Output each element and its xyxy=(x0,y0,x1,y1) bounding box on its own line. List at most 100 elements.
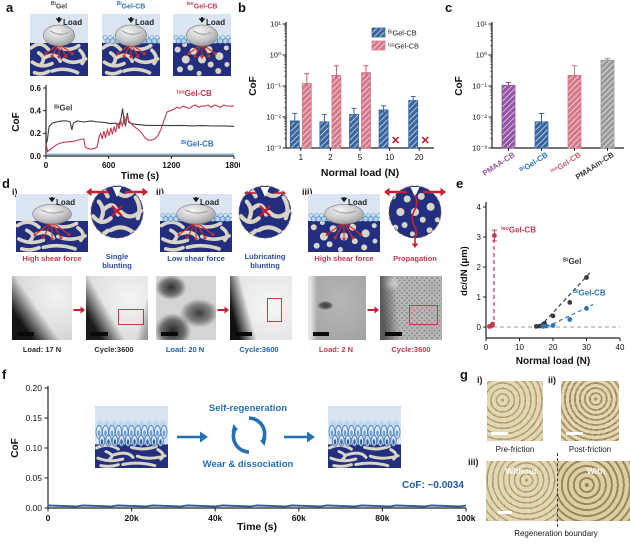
sub-i-shear-label: High shear force xyxy=(22,254,82,263)
sub-i-micrograph-initial xyxy=(12,276,72,340)
sub-iii-load-caption: Load: 2 N xyxy=(318,345,354,354)
material-bar xyxy=(501,84,516,149)
sub-i-cycle-caption: Cycle:3600 xyxy=(94,345,134,354)
svg-text:0: 0 xyxy=(46,513,51,523)
svg-text:10⁻²: 10⁻² xyxy=(472,113,487,122)
svg-text:Load: Load xyxy=(56,198,75,207)
svg-text:0.6: 0.6 xyxy=(30,84,42,93)
svg-text:BiGel-CB: BiGel-CB xyxy=(573,289,606,298)
svg-text:10⁰: 10⁰ xyxy=(270,51,281,60)
svg-text:Normal load (N): Normal load (N) xyxy=(516,356,590,367)
svg-text:0.10: 0.10 xyxy=(25,443,42,453)
g-without-label: Without xyxy=(505,466,537,476)
scale-bar xyxy=(160,331,178,336)
mech-line1: Propagation xyxy=(393,254,437,263)
cof-time-plot: 0.0 0.2 0.4 0.6 0 600 1200 1800 CoF Time (s) BiGel… xyxy=(11,84,243,182)
panel-f-longevity-chart: 0.00 0.05 0.10 0.15 0.20 0 20k 40k 60k 80k 100k CoF… xyxy=(8,376,476,537)
sub-iii-shear-label: High shear force xyxy=(314,254,374,263)
legend-swatch xyxy=(371,40,386,51)
svg-text:0.4: 0.4 xyxy=(30,106,42,115)
g-post-friction-caption: Post-friction xyxy=(568,445,612,454)
material-bar xyxy=(534,121,549,149)
g-regeneration-micrograph xyxy=(486,461,630,521)
svg-text:BiGel-CB: BiGel-CB xyxy=(388,29,417,38)
sub-i-schematic: Load xyxy=(15,194,88,252)
sub-ii-micrograph-initial xyxy=(156,276,216,340)
svg-text:20k: 20k xyxy=(125,513,139,523)
title-main: Gel-CB xyxy=(193,3,218,11)
data-point xyxy=(584,275,589,280)
svg-text:0: 0 xyxy=(44,161,49,170)
panel-d-sub-ii: ii) Load Low shear force Lubricating blun… xyxy=(152,184,300,356)
bar-bigel-cb xyxy=(349,114,359,149)
scale-bar xyxy=(234,331,253,336)
svg-text:Load: Load xyxy=(348,198,367,207)
highlight-rect xyxy=(408,305,439,325)
self-regeneration-label: Self-regeneration xyxy=(208,403,288,414)
svg-text:0.15: 0.15 xyxy=(25,413,42,423)
bar-bigel-cb xyxy=(319,121,330,149)
sup-prefix: Bi xyxy=(50,1,56,7)
data-point xyxy=(550,323,556,328)
schematic-isogel-cb: Load xyxy=(173,14,234,76)
panel-c-label: c xyxy=(445,0,453,15)
material-bar xyxy=(567,75,582,149)
panel-e-wear-rate-chart: 0 1 2 3 4 0 10 20 30 40 IsoGel-CB BiGel BiGel-CB dc/d… xyxy=(458,190,630,373)
svg-text:10¹: 10¹ xyxy=(270,20,281,29)
svg-text:0: 0 xyxy=(477,323,482,332)
svg-text:1800: 1800 xyxy=(225,161,240,170)
schematic-title-bigel: BiGel xyxy=(19,1,99,11)
regeneration-boundary-line xyxy=(557,453,558,527)
svg-text:1200: 1200 xyxy=(162,161,180,170)
gel-schematic: Load xyxy=(173,14,234,76)
svg-text:10⁻¹: 10⁻¹ xyxy=(266,82,281,91)
g-with-label: With xyxy=(586,466,606,476)
flow-arrow-left xyxy=(176,430,210,449)
svg-text:0.00: 0.00 xyxy=(25,503,42,513)
svg-text:10: 10 xyxy=(385,153,394,162)
svg-text:100k: 100k xyxy=(457,513,476,523)
gel-schematic: Load xyxy=(159,194,233,252)
g-boundary-caption: Regeneration boundary xyxy=(514,529,598,538)
sub-iii-schematic: Load xyxy=(308,194,381,253)
mech-line1: Single xyxy=(105,252,129,261)
bar-bigel-cb xyxy=(378,109,389,149)
legend-swatch xyxy=(371,27,386,38)
schematic-title-isogel-cb: IsoGel-CB xyxy=(162,2,242,11)
progress-arrow xyxy=(73,306,85,314)
g-pre-friction-caption: Pre-friction xyxy=(495,445,535,454)
svg-text:Load: Load xyxy=(206,18,225,27)
svg-text:BiGel: BiGel xyxy=(563,257,581,266)
failed-mark: ✕ xyxy=(391,135,400,147)
sub-ii-crack-inset xyxy=(230,184,300,262)
gel-schematic: Load xyxy=(101,14,163,76)
title-main: Gel-CB xyxy=(121,3,146,11)
svg-text:CoF: CoF xyxy=(10,438,21,457)
schematic-title-bigel-cb: BiGel-CB xyxy=(91,2,171,11)
crack-zoom-inset xyxy=(238,185,292,239)
svg-text:Time (s): Time (s) xyxy=(237,521,277,532)
data-point xyxy=(490,321,496,327)
cycle-arrows xyxy=(231,416,267,454)
panel-d-sub-i: i) Load High shear force Single blunting … xyxy=(10,184,152,356)
svg-text:80k: 80k xyxy=(375,513,389,523)
svg-text:PMAA-CB: PMAA-CB xyxy=(481,150,517,178)
svg-text:20: 20 xyxy=(415,153,424,162)
svg-text:BiGel: BiGel xyxy=(54,104,72,113)
regeneration-before-illustration xyxy=(94,406,168,468)
panel-b-label: b xyxy=(238,0,246,15)
g-with-region xyxy=(558,461,630,521)
svg-text:10⁻³: 10⁻³ xyxy=(266,144,281,153)
svg-text:60k: 60k xyxy=(292,513,306,523)
svg-text:3: 3 xyxy=(477,233,482,242)
gel-schematic: Load xyxy=(29,14,88,76)
bar-isogel-cb xyxy=(331,75,342,149)
crack-zoom-inset xyxy=(384,185,446,248)
panel-e-label: e xyxy=(456,176,464,191)
svg-text:20: 20 xyxy=(549,343,558,352)
sub-ii-load-caption: Load: 20 N xyxy=(165,345,205,354)
svg-text:Time (s): Time (s) xyxy=(121,171,159,182)
sub-i-crack-inset xyxy=(82,184,152,262)
